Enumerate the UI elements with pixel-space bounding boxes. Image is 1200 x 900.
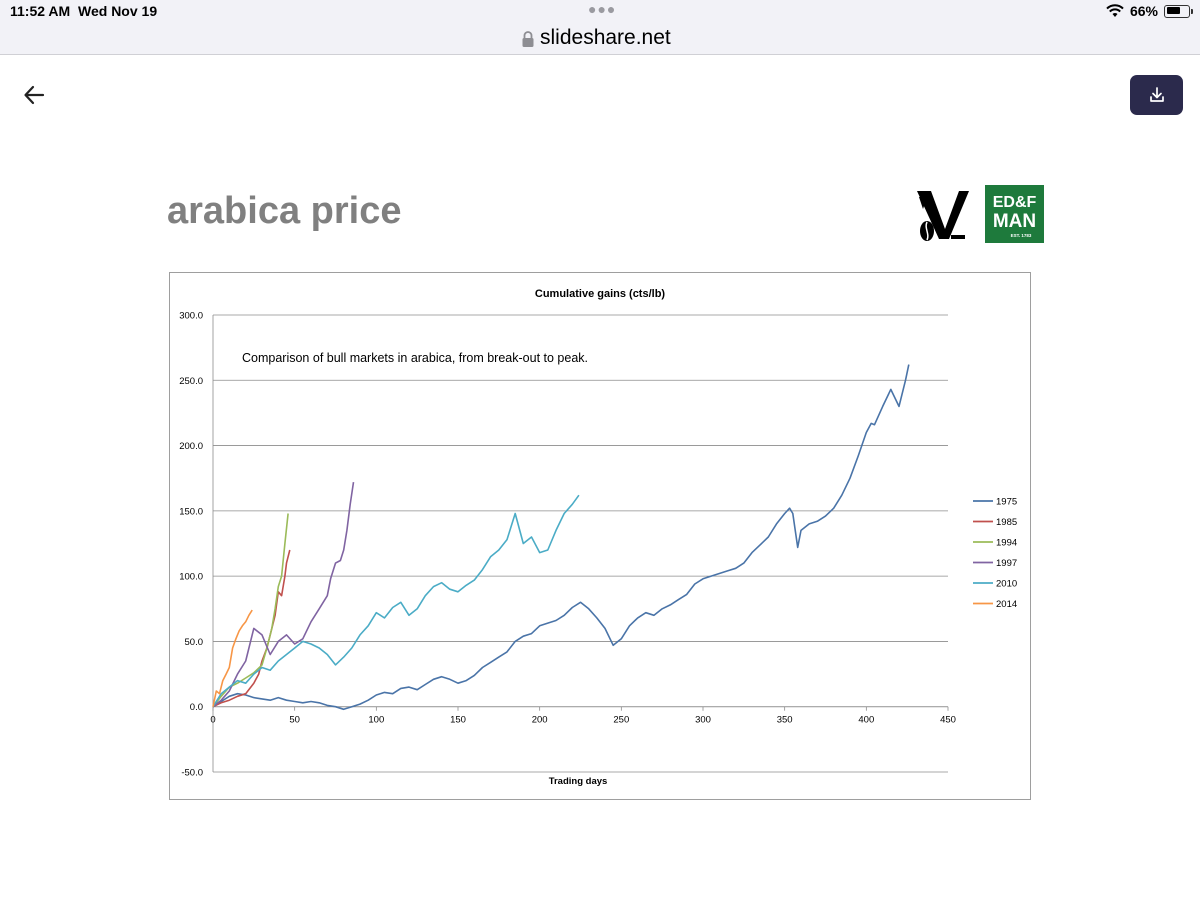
axes: -50.0 0.0 50.0 100.0 150.0 200.0 250.0 300.0 0 50… xyxy=(179,311,956,779)
wifi-icon xyxy=(1106,4,1124,17)
y-tick-label: 250.0 xyxy=(179,376,203,387)
status-time: 11:52 AM xyxy=(10,3,71,19)
battery-cap xyxy=(1191,8,1193,14)
status-indicators: 66% xyxy=(1106,3,1193,19)
series-line-2010 xyxy=(212,494,580,708)
series-line-1997 xyxy=(212,481,355,708)
y-tick-label: 300.0 xyxy=(179,311,203,322)
address-bar[interactable]: slideshare.net xyxy=(0,24,1200,55)
back-button[interactable] xyxy=(22,82,48,108)
x-tick-label: 400 xyxy=(858,715,874,726)
y-tick-label: 200.0 xyxy=(179,441,203,452)
x-axis-label: Trading days xyxy=(549,776,608,787)
legend-label-1985: 1985 xyxy=(996,517,1017,528)
series-line-2014 xyxy=(212,609,253,707)
multitasking-dots-icon[interactable]: ●●● xyxy=(588,1,617,17)
status-date: Wed Nov 19 xyxy=(78,3,158,19)
battery-level-fill xyxy=(1166,7,1180,14)
download-icon xyxy=(1149,87,1164,102)
edf-man-logo: ED&F MAN EST. 1783 xyxy=(917,185,1044,243)
arrow-left-icon xyxy=(24,85,45,105)
chart-panel: Cumulative gains (cts/lb) Comparison of … xyxy=(169,272,1031,800)
x-tick-label: 350 xyxy=(777,715,793,726)
battery-percent: 66% xyxy=(1129,3,1158,19)
slide-title: arabica price xyxy=(167,190,402,232)
lock-icon xyxy=(522,31,534,47)
series-lines xyxy=(212,364,910,711)
series-line-1985 xyxy=(212,549,291,708)
series-line-1975 xyxy=(212,364,910,711)
legend-label-1997: 1997 xyxy=(996,558,1017,569)
chart-title: Cumulative gains (cts/lb) xyxy=(535,288,666,300)
legend: 1975 1985 1994 1997 2010 2014 xyxy=(973,497,1017,610)
legend-label-1994: 1994 xyxy=(996,538,1017,549)
x-tick-label: 0 xyxy=(210,715,215,726)
y-tick-label: 50.0 xyxy=(185,637,204,648)
y-tick-label: 100.0 xyxy=(179,572,203,583)
x-tick-label: 100 xyxy=(368,715,384,726)
svg-text:ED&F: ED&F xyxy=(993,194,1037,211)
legend-label-2014: 2014 xyxy=(996,599,1017,610)
battery-icon xyxy=(1164,4,1193,18)
y-tick-label: 150.0 xyxy=(179,506,203,517)
x-tick-label: 250 xyxy=(613,715,629,726)
x-tick-label: 150 xyxy=(450,715,466,726)
x-tick-label: 450 xyxy=(940,715,956,726)
svg-text:MAN: MAN xyxy=(993,211,1036,232)
gridlines xyxy=(213,314,948,773)
url-text[interactable]: slideshare.net xyxy=(540,26,671,49)
legend-label-1975: 1975 xyxy=(996,497,1017,508)
svg-text:EST. 1783: EST. 1783 xyxy=(1011,233,1032,238)
x-tick-label: 50 xyxy=(289,715,300,726)
status-bar: 11:52 AM Wed Nov 19 ●●● 66% xyxy=(0,0,1200,24)
download-button[interactable] xyxy=(1130,75,1183,115)
x-tick-label: 300 xyxy=(695,715,711,726)
chart-annotation: Comparison of bull markets in arabica, f… xyxy=(242,351,588,365)
y-tick-label: -50.0 xyxy=(181,768,203,779)
cumulative-gains-chart: Cumulative gains (cts/lb) Comparison of … xyxy=(179,288,1017,787)
legend-label-2010: 2010 xyxy=(996,579,1017,590)
x-tick-label: 200 xyxy=(532,715,548,726)
y-tick-label: 0.0 xyxy=(190,702,203,713)
